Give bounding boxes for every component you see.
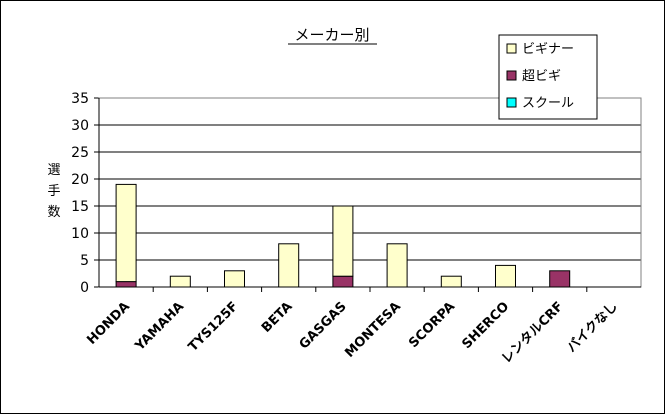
x-tick-label: SHERCO: [459, 299, 512, 352]
x-tick-label: MONTESA: [342, 299, 404, 361]
legend-swatch-beginner: [506, 43, 517, 54]
legend-swatch-super-beginner: [506, 70, 517, 81]
y-axis-label-char-1: 選: [47, 163, 60, 178]
x-tick-label: SCORPA: [406, 299, 458, 351]
y-axis-label-char-3: 数: [47, 205, 60, 220]
y-tick-label: 0: [80, 280, 89, 296]
y-tick-label: 25: [71, 145, 89, 161]
x-tick-label: GASGAS: [297, 299, 350, 352]
bar-segment: [549, 270, 571, 288]
legend-swatch-school: [506, 97, 517, 108]
y-tick-label: 15: [71, 199, 89, 215]
y-axis-label: 選 手 数: [47, 163, 60, 220]
bar-segment: [495, 264, 516, 288]
y-tick-label: 35: [71, 91, 89, 107]
bar-segment: [440, 275, 462, 288]
x-tick-label: HONDA: [84, 299, 133, 348]
legend-label-beginner: ビギナー: [522, 42, 574, 57]
bar-segment: [224, 270, 245, 288]
bar-segment: [332, 205, 354, 277]
bar-segment: [278, 243, 300, 288]
y-tick-label: 5: [80, 253, 89, 269]
chart-title: メーカー別: [294, 26, 369, 44]
bar-segment: [332, 275, 354, 288]
legend-label-school: スクール: [522, 96, 574, 111]
x-tick-label: BETA: [259, 299, 296, 336]
bar-segment: [169, 275, 191, 288]
legend-label-super-beginner: 超ビギ: [522, 69, 561, 84]
legend: ビギナー 超ビギ スクール: [498, 34, 598, 120]
bar-segment: [386, 243, 408, 288]
x-tick-label: バイクなし: [564, 299, 620, 355]
x-tick-label: YAMAHA: [132, 299, 187, 354]
plot-background: [99, 98, 641, 287]
y-tick-label: 30: [71, 118, 89, 134]
y-tick-label: 20: [71, 172, 89, 188]
y-tick-label: 10: [71, 226, 89, 242]
bar-segment: [115, 183, 137, 283]
x-tick-label: TYS125F: [186, 299, 242, 355]
bar-segment: [115, 281, 137, 288]
y-axis-label-char-2: 手: [47, 184, 60, 199]
